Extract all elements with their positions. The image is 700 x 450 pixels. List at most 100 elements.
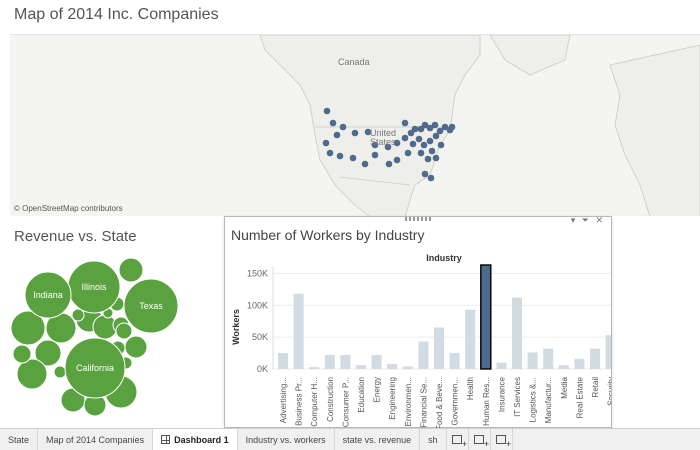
tab-state[interactable]: State	[0, 428, 39, 450]
blank-area	[612, 216, 700, 428]
map-credit: © OpenStreetMap contributors	[14, 204, 123, 213]
x-tick-label: Advertising...	[279, 377, 288, 423]
x-tick-label: Security	[607, 377, 611, 406]
company-dot	[420, 141, 428, 149]
us-mexico-border	[339, 176, 411, 186]
state-bubble-label: California	[76, 363, 114, 373]
company-dot	[351, 129, 359, 137]
x-tick-label: Human Res...	[482, 377, 491, 426]
company-dot	[322, 139, 330, 147]
company-dot	[424, 155, 432, 163]
x-tick-label: Logistics &...	[529, 377, 538, 422]
x-tick-label: Real Estate	[575, 376, 584, 418]
map-label-canada: Canada	[338, 57, 370, 67]
state-bubble	[12, 344, 32, 364]
map-view[interactable]: Canada United States © OpenStreetMap con…	[10, 34, 700, 216]
bar-12	[465, 309, 476, 369]
chart-header: Industry	[426, 253, 462, 263]
x-tick-label: Construction	[326, 377, 335, 422]
company-dot	[427, 174, 435, 182]
bubble-canvas: California Texas Illinois Indiana	[10, 257, 179, 417]
x-tick-label: Food & Beve...	[435, 377, 444, 429]
company-dot	[323, 107, 331, 115]
tab-label: state vs. revenue	[342, 434, 412, 445]
tab-map-2014[interactable]: Map of 2014 Companies	[38, 428, 154, 450]
company-dot	[448, 123, 456, 131]
company-dot	[441, 123, 449, 131]
x-tick-label: Energy	[373, 377, 382, 402]
panel-controls[interactable]: ▾ ⏷ ✕	[570, 215, 605, 225]
tab-label: sh	[428, 434, 438, 445]
state-bubble	[123, 278, 179, 334]
company-dots	[322, 107, 456, 182]
company-dot	[333, 131, 341, 139]
company-dot	[393, 156, 401, 164]
x-tick-label: Health	[466, 377, 475, 400]
company-dot	[364, 128, 372, 136]
x-tick-label: Governmen...	[451, 377, 460, 425]
europe-landmass	[609, 44, 700, 216]
new-dashboard-icon	[474, 435, 489, 449]
company-dot	[426, 124, 434, 132]
bar-11	[449, 353, 460, 369]
company-dot	[431, 121, 439, 129]
new-story-button[interactable]	[491, 428, 513, 450]
drag-handle[interactable]	[405, 217, 433, 221]
bar-13	[480, 264, 492, 370]
map-title: Map of 2014 Inc. Companies	[14, 6, 219, 23]
x-tick-label: Financial Se...	[419, 377, 428, 428]
new-dashboard-button[interactable]	[469, 428, 491, 450]
x-tick-label: Insurance	[497, 376, 506, 412]
y-axis-label: Workers	[231, 309, 241, 345]
revenue-bubble-chart[interactable]: California Texas Illinois Indiana	[8, 255, 218, 425]
state-bubble	[71, 308, 85, 322]
x-tick-label: Retail	[591, 377, 600, 398]
bar-18	[558, 365, 569, 369]
state-bubble-label: Illinois	[81, 282, 107, 292]
x-tick-label: Engineering	[388, 377, 397, 420]
company-dot	[407, 129, 415, 137]
company-dot	[329, 119, 337, 127]
company-dot	[361, 160, 369, 168]
bar-6	[371, 354, 382, 369]
state-bubble-label: Texas	[139, 301, 163, 311]
tab-label: Industry vs. workers	[245, 434, 326, 445]
company-dot	[432, 132, 440, 140]
company-dot	[415, 135, 423, 143]
tab-dashboard-1[interactable]: Dashboard 1	[153, 428, 238, 450]
state-bubble	[115, 322, 133, 340]
workers-title: Number of Workers by Industry	[231, 227, 425, 243]
company-dot	[436, 127, 444, 135]
workers-panel[interactable]: ▾ ⏷ ✕ Number of Workers by Industry Indu…	[224, 215, 663, 430]
company-dot	[421, 170, 429, 178]
company-dot	[401, 119, 409, 127]
company-dot	[385, 160, 393, 168]
bubbles: California Texas Illinois Indiana	[10, 257, 179, 417]
new-worksheet-button[interactable]	[447, 428, 469, 450]
state-bubble	[64, 337, 126, 399]
workers-chart: Industry Workers 0K 50K 100K 150K Advertising.…	[225, 247, 663, 430]
bar-15	[512, 297, 522, 369]
company-dot	[339, 123, 347, 131]
bar-4	[340, 354, 351, 369]
state-bubble	[34, 339, 62, 367]
company-dot	[393, 139, 401, 147]
state-bubble	[53, 365, 67, 379]
tab-state-vs-revenue[interactable]: state vs. revenue	[335, 428, 421, 450]
bar-17	[543, 348, 554, 369]
company-dot	[426, 137, 434, 145]
y-tick-label: 150K	[247, 268, 268, 278]
tab-label: Map of 2014 Companies	[46, 434, 145, 445]
tab-sh[interactable]: sh	[420, 428, 447, 450]
x-tick-label: Media	[560, 376, 569, 398]
tab-industry-vs-workers[interactable]: Industry vs. workers	[238, 428, 335, 450]
bar-9	[418, 341, 429, 369]
state-bubble	[16, 358, 48, 390]
state-bubble	[118, 257, 144, 283]
company-dot	[432, 154, 440, 162]
workers-chart-svg: Industry Workers 0K 50K 100K 150K Advertising.…	[231, 253, 663, 430]
company-dot	[428, 147, 436, 155]
bar-10	[434, 327, 444, 369]
sheet-tab-bar: State Map of 2014 Companies Dashboard 1 …	[0, 428, 700, 450]
dashboard-icon	[161, 434, 171, 444]
